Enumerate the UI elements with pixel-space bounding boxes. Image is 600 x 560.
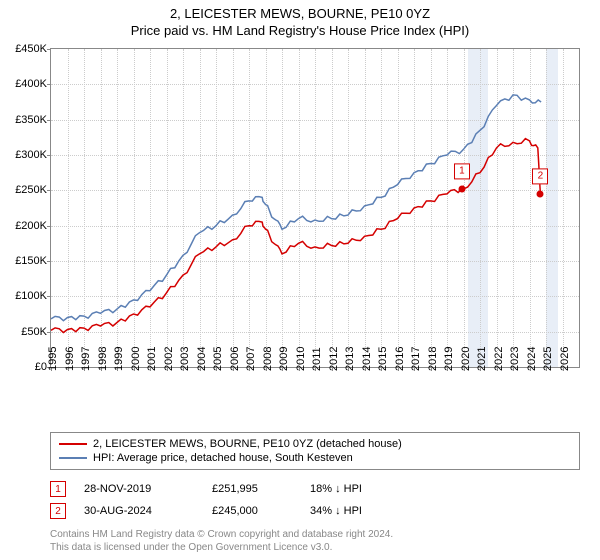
- x-axis-label: 2013: [344, 347, 356, 371]
- x-axis-label: 2016: [394, 347, 406, 371]
- sale-row: 2 30-AUG-2024 £245,000 34% ↓ HPI: [50, 500, 580, 522]
- x-axis-label: 1996: [64, 347, 76, 371]
- y-axis-label: £400K: [15, 78, 51, 90]
- y-axis-label: £350K: [15, 114, 51, 126]
- plot-region: £0£50K£100K£150K£200K£250K£300K£350K£400…: [50, 48, 580, 368]
- x-axis-label: 2006: [229, 347, 241, 371]
- x-axis-label: 2024: [526, 347, 538, 371]
- line-series-svg: [51, 49, 579, 367]
- x-axis-label: 2009: [278, 347, 290, 371]
- x-axis-label: 2020: [460, 347, 472, 371]
- x-axis-label: 2010: [295, 347, 307, 371]
- chart-title-block: 2, LEICESTER MEWS, BOURNE, PE10 0YZ Pric…: [0, 0, 600, 38]
- sale-diff: 34% ↓ HPI: [310, 505, 420, 517]
- x-axis-label: 2002: [163, 347, 175, 371]
- sale-date: 28-NOV-2019: [84, 483, 194, 495]
- sale-marker-badge: 1: [454, 163, 470, 179]
- x-axis-label: 2005: [212, 347, 224, 371]
- x-axis-label: 1998: [97, 347, 109, 371]
- x-axis-label: 2023: [509, 347, 521, 371]
- x-axis-label: 2015: [377, 347, 389, 371]
- sale-diff: 18% ↓ HPI: [310, 483, 420, 495]
- y-axis-label: £300K: [15, 149, 51, 161]
- legend-swatch: [59, 443, 87, 445]
- x-axis-label: 2001: [146, 347, 158, 371]
- x-axis-label: 1995: [47, 347, 59, 371]
- x-axis-label: 2012: [328, 347, 340, 371]
- x-axis-label: 2022: [493, 347, 505, 371]
- footer-line1: Contains HM Land Registry data © Crown c…: [50, 528, 580, 541]
- legend-and-footer: 2, LEICESTER MEWS, BOURNE, PE10 0YZ (det…: [50, 432, 580, 554]
- y-axis-label: £250K: [15, 184, 51, 196]
- sale-marker-dot: [537, 190, 544, 197]
- legend-row: HPI: Average price, detached house, Sout…: [59, 451, 571, 465]
- chart-title-line1: 2, LEICESTER MEWS, BOURNE, PE10 0YZ: [0, 6, 600, 21]
- y-axis-label: £100K: [15, 290, 51, 302]
- x-axis-label: 2021: [476, 347, 488, 371]
- x-axis-label: 2017: [410, 347, 422, 371]
- sale-date: 30-AUG-2024: [84, 505, 194, 517]
- legend-swatch: [59, 457, 87, 459]
- x-axis-label: 2011: [311, 347, 323, 371]
- legend-label: HPI: Average price, detached house, Sout…: [93, 452, 353, 464]
- y-axis-label: £450K: [15, 43, 51, 55]
- x-axis-label: 2014: [361, 347, 373, 371]
- legend-label: 2, LEICESTER MEWS, BOURNE, PE10 0YZ (det…: [93, 438, 402, 450]
- y-axis-label: £50K: [21, 326, 51, 338]
- x-axis-label: 2019: [443, 347, 455, 371]
- x-axis-label: 2007: [245, 347, 257, 371]
- x-axis-label: 2008: [262, 347, 274, 371]
- footer-attribution: Contains HM Land Registry data © Crown c…: [50, 528, 580, 554]
- sale-marker-badge: 2: [532, 168, 548, 184]
- sale-marker-dot: [458, 185, 465, 192]
- sales-table: 1 28-NOV-2019 £251,995 18% ↓ HPI 2 30-AUG-202…: [50, 478, 580, 522]
- x-axis-label: 1997: [80, 347, 92, 371]
- x-axis-label: 2025: [542, 347, 554, 371]
- x-axis-label: 2026: [559, 347, 571, 371]
- y-axis-label: £150K: [15, 255, 51, 267]
- x-axis-label: 1999: [113, 347, 125, 371]
- footer-line2: This data is licensed under the Open Gov…: [50, 541, 580, 554]
- series-hpi: [51, 95, 541, 321]
- sale-badge: 2: [50, 503, 66, 519]
- legend-box: 2, LEICESTER MEWS, BOURNE, PE10 0YZ (det…: [50, 432, 580, 470]
- x-axis-label: 2018: [427, 347, 439, 371]
- x-axis-label: 2004: [196, 347, 208, 371]
- y-axis-label: £200K: [15, 220, 51, 232]
- x-axis-label: 2000: [130, 347, 142, 371]
- sale-price: £251,995: [212, 483, 292, 495]
- chart-title-line2: Price paid vs. HM Land Registry's House …: [0, 23, 600, 38]
- x-axis-label: 2003: [179, 347, 191, 371]
- chart-area: £0£50K£100K£150K£200K£250K£300K£350K£400…: [50, 48, 580, 398]
- legend-row: 2, LEICESTER MEWS, BOURNE, PE10 0YZ (det…: [59, 437, 571, 451]
- sale-badge: 1: [50, 481, 66, 497]
- sale-row: 1 28-NOV-2019 £251,995 18% ↓ HPI: [50, 478, 580, 500]
- sale-price: £245,000: [212, 505, 292, 517]
